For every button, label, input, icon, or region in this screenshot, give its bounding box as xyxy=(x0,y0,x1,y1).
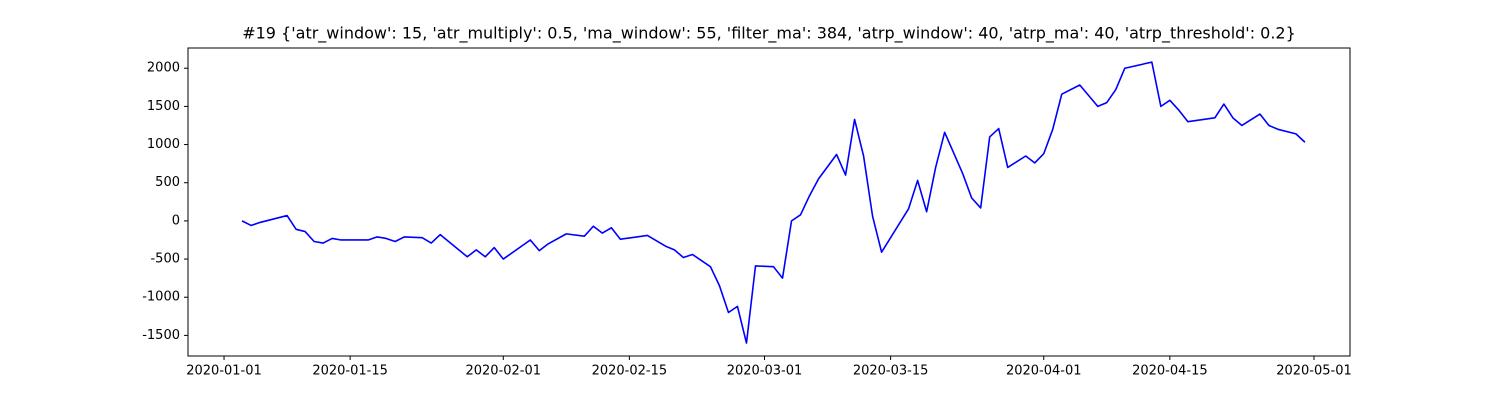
x-tick-label: 2020-01-15 xyxy=(312,364,388,379)
y-tick-label: -500 xyxy=(150,252,180,267)
x-tick-label: 2020-02-01 xyxy=(465,364,541,379)
plot-frame xyxy=(187,47,1351,357)
y-tick-label: 0 xyxy=(172,213,180,228)
y-tick-label: 1000 xyxy=(147,137,180,152)
x-tick-label: 2020-05-01 xyxy=(1276,364,1352,379)
x-tick-label: 2020-01-01 xyxy=(186,364,262,379)
y-tick-label: -1500 xyxy=(142,328,180,343)
y-tick-label: 1500 xyxy=(147,99,180,114)
x-tick-label: 2020-04-15 xyxy=(1132,364,1208,379)
chart-title: #19 {'atr_window': 15, 'atr_multiply': 0… xyxy=(242,24,1296,44)
x-tick-label: 2020-04-01 xyxy=(1006,364,1082,379)
y-tick-label: 500 xyxy=(155,175,180,190)
y-tick-label: -1000 xyxy=(142,290,180,305)
x-tick-label: 2020-03-01 xyxy=(727,364,803,379)
x-tick-label: 2020-03-15 xyxy=(853,364,929,379)
x-tick-label: 2020-02-15 xyxy=(592,364,668,379)
y-tick-label: 2000 xyxy=(147,61,180,76)
data-line xyxy=(241,61,1306,344)
